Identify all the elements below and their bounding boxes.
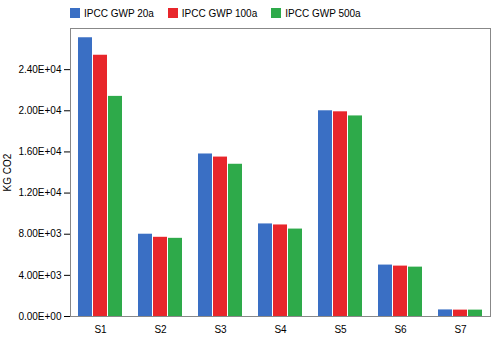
svg-text:S2: S2 [154,324,167,335]
svg-text:S6: S6 [394,324,407,335]
svg-text:8.00E+03: 8.00E+03 [18,228,62,239]
svg-text:1.20E+04: 1.20E+04 [18,187,62,198]
svg-text:0.00E+00: 0.00E+00 [18,311,62,322]
html-text:IPCC GWP 500a: IPCC GWP 500a [285,7,361,19]
svg-text:4.00E+03: 4.00E+03 [18,270,62,281]
svg-text:S5: S5 [334,324,347,335]
svg-text:S1: S1 [94,324,107,335]
svg-text:1.60E+04: 1.60E+04 [18,146,62,157]
svg-text:S4: S4 [274,324,287,335]
svg-text:KG CO2: KG CO2 [2,153,13,191]
svg-text:S7: S7 [454,324,467,335]
svg-text:S3: S3 [214,324,227,335]
html-text:IPCC GWP 20a: IPCC GWP 20a [84,7,154,19]
svg-text:2.00E+04: 2.00E+04 [18,105,62,116]
html-text:IPCC GWP 100a: IPCC GWP 100a [181,7,258,19]
svg-text:2.40E+04: 2.40E+04 [18,64,62,75]
